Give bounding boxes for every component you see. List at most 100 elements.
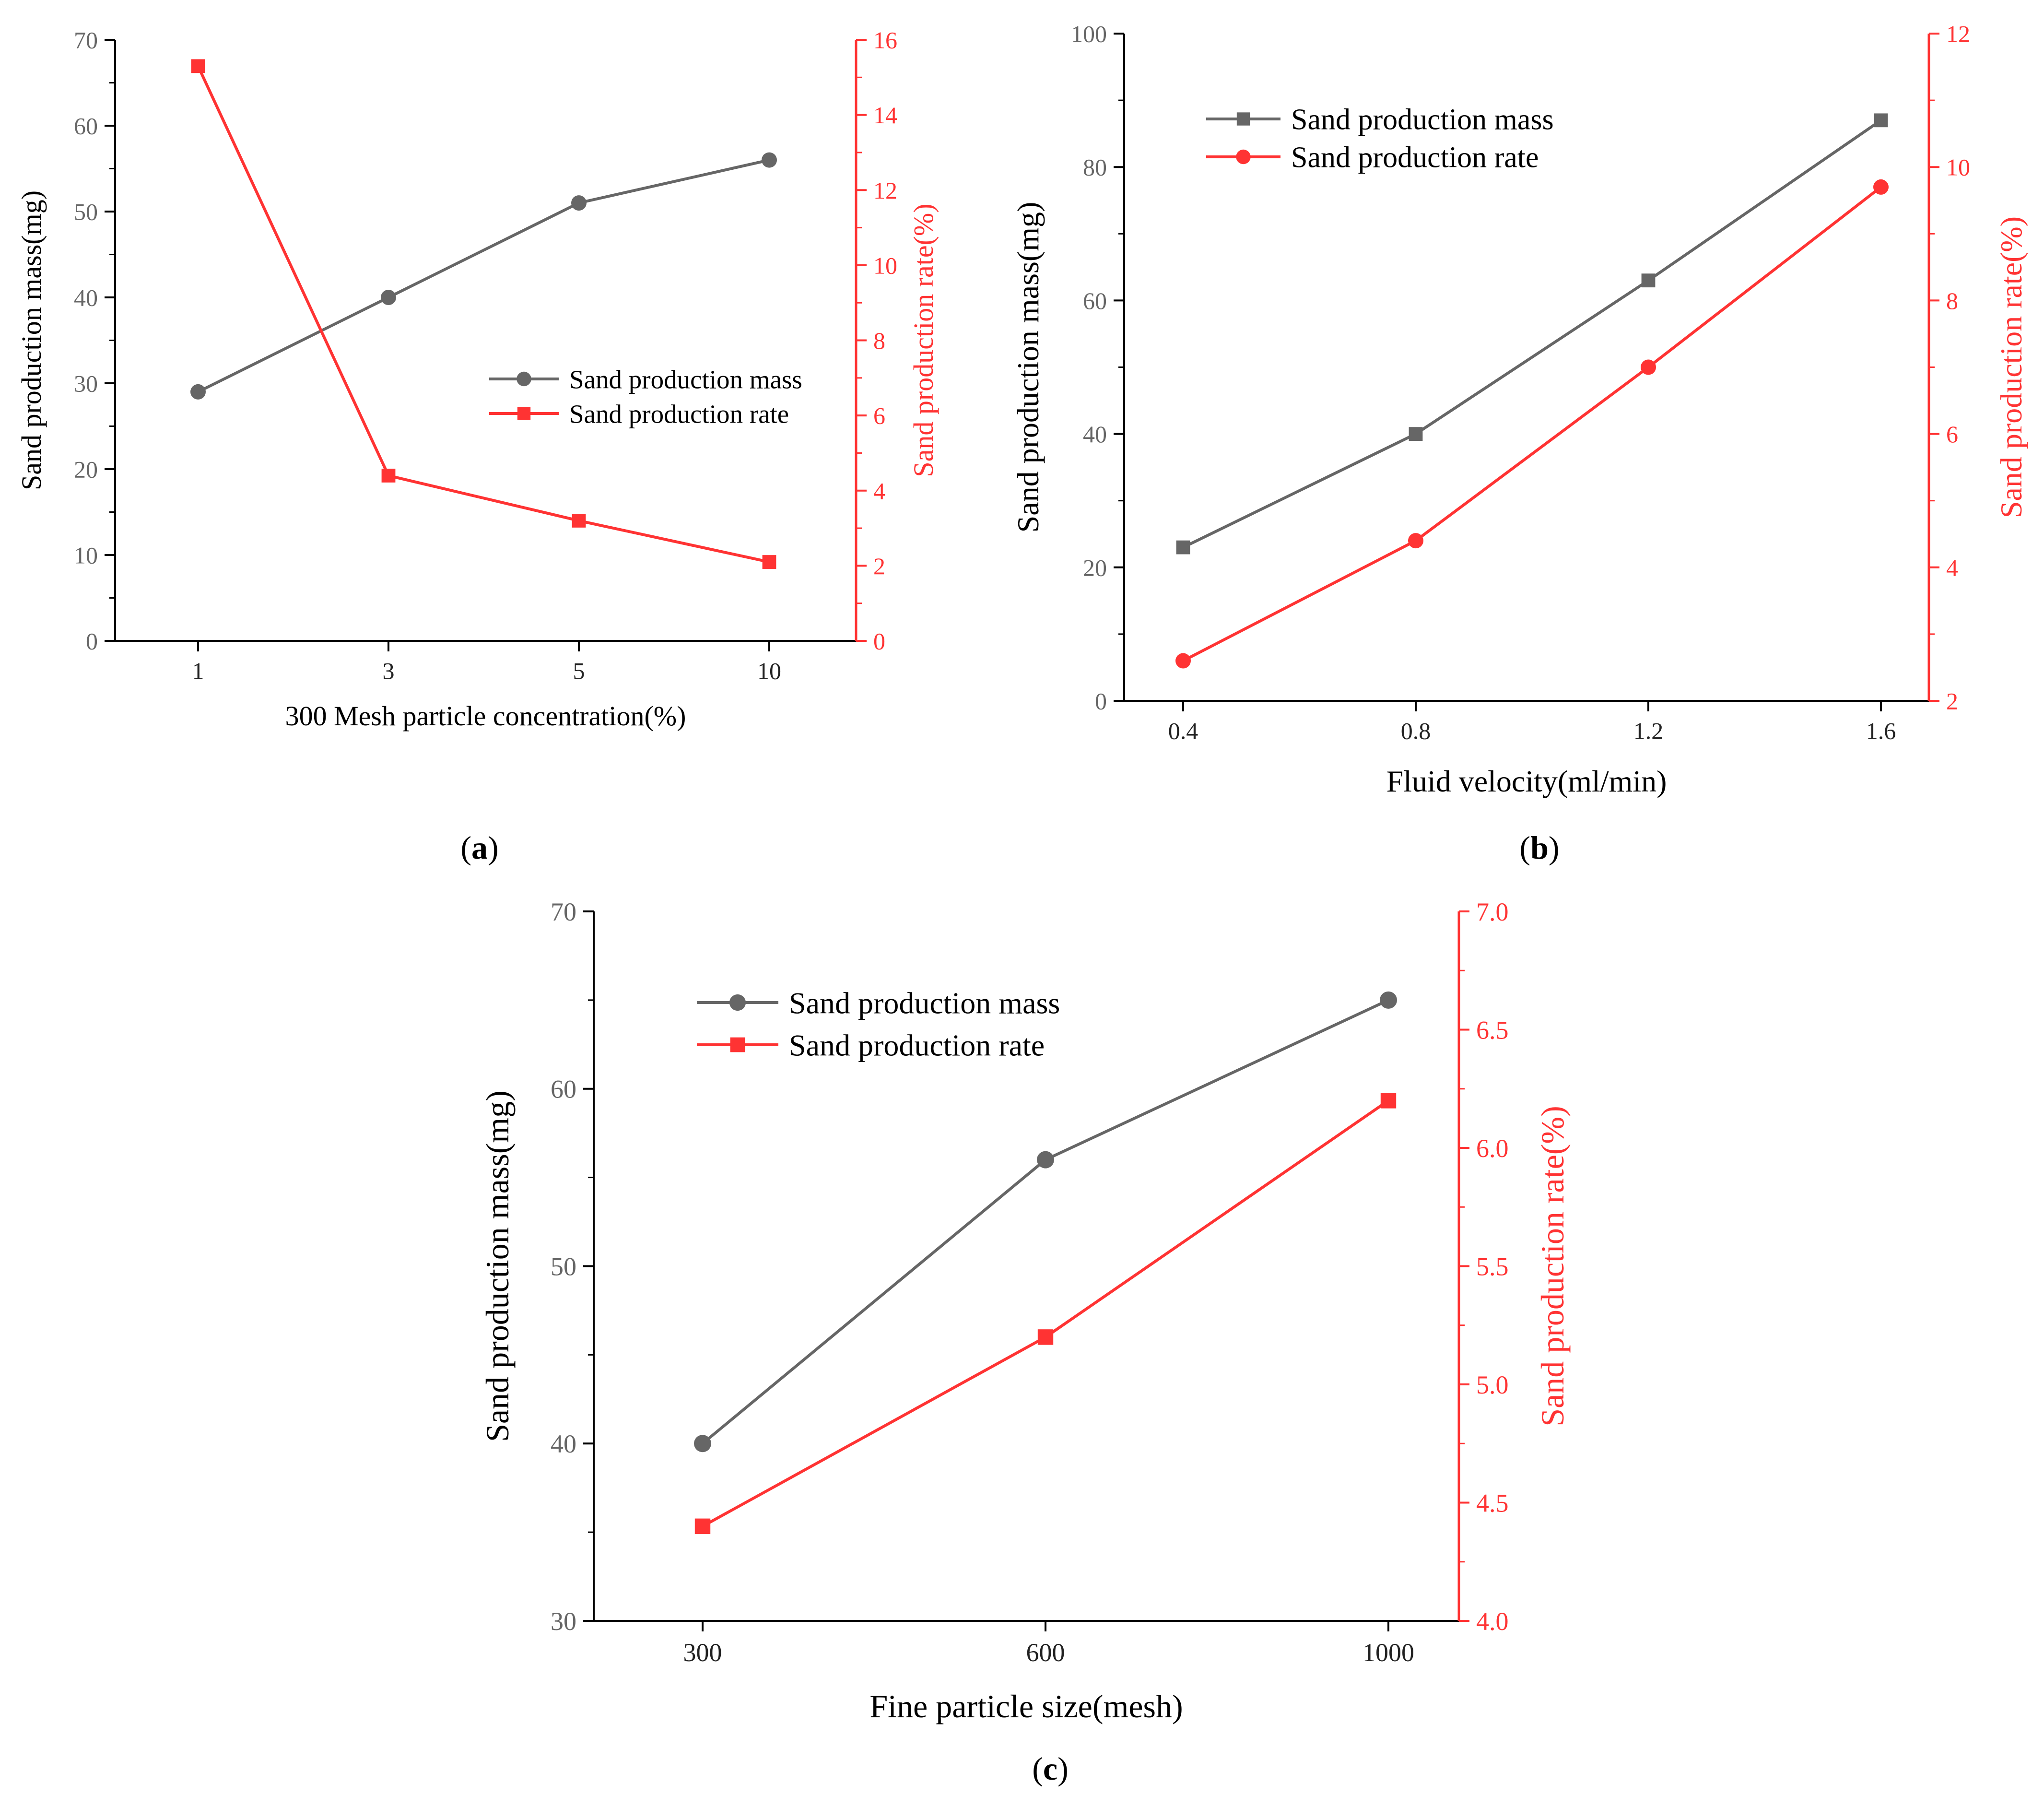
legend-label: Sand production mass	[569, 365, 802, 394]
y-right-tick-label: 7.0	[1476, 898, 1509, 926]
chart-panel-c: 30 40 50 60 70 4.0 4.5 5.0 5.5 6.0 6.5 7.0 300 600 100…	[479, 898, 1571, 1787]
legend: Sand production mass Sand production rate	[1206, 104, 1554, 174]
y-right-tick-label: 12	[1946, 21, 1970, 47]
series-rate	[694, 1093, 1397, 1534]
y-left-tick-label: 50	[74, 199, 98, 225]
y-right-tick-label: 10	[1946, 154, 1970, 181]
legend-marker	[1236, 149, 1251, 165]
y-right-tick-label: 2	[873, 553, 885, 579]
legend-marker	[517, 371, 531, 387]
y-left-tick-label: 30	[74, 370, 98, 397]
y-left-tick-label: 40	[1083, 421, 1107, 448]
y-right-axis-title: Sand production rate(%)	[1534, 1106, 1571, 1426]
y-left-tick-label: 10	[74, 542, 98, 569]
y-left-tick-label: 80	[1083, 154, 1107, 181]
panel-label: (b)	[1519, 829, 1559, 866]
y-right-tick-label: 10	[873, 252, 897, 279]
y-left-tick-label: 40	[74, 284, 98, 311]
y-left-tick-label: 40	[551, 1429, 576, 1458]
data-point	[191, 59, 205, 73]
y-left-tick-label: 60	[1083, 287, 1107, 314]
series-line	[197, 158, 770, 393]
data-point	[572, 514, 586, 528]
data-point	[381, 290, 396, 305]
y-right-tick-label: 5.0	[1476, 1370, 1509, 1399]
data-point	[1409, 427, 1423, 441]
y-left-tick-label: 0	[1095, 688, 1107, 715]
x-axis-title: Fluid velocity(ml/min)	[1386, 764, 1667, 798]
x-tick-label: 300	[683, 1638, 722, 1667]
data-point	[1037, 1151, 1054, 1169]
panel-label-close: )	[488, 829, 499, 866]
legend-label: Sand production rate	[789, 1028, 1045, 1062]
x-tick-label: 0.8	[1401, 718, 1431, 744]
data-point	[1408, 533, 1423, 549]
y-left-axis-title: Sand production mass(mg)	[1011, 202, 1045, 533]
panel-label-letter: b	[1530, 829, 1549, 866]
data-point	[571, 195, 587, 211]
legend: Sand production mass Sand production rate	[489, 365, 802, 428]
x-tick-label: 1.2	[1633, 718, 1664, 744]
y-right-tick-label: 16	[873, 27, 897, 54]
panel-label-open: (	[460, 829, 471, 866]
y-right-tick-label: 2	[1946, 688, 1958, 715]
y-left-axis-title: Sand production mass(mg)	[16, 190, 47, 490]
series-line	[702, 999, 1389, 1445]
data-point	[190, 384, 206, 400]
y-left-axis-title: Sand production mass(mg)	[479, 1090, 516, 1442]
panel-label-open: (	[1519, 829, 1530, 866]
y-left-tick-label: 70	[551, 898, 576, 926]
legend: Sand production mass Sand production rate	[697, 986, 1060, 1062]
y-right-axis-title: Sand production rate(%)	[1994, 216, 2028, 518]
x-tick-label: 1000	[1363, 1638, 1414, 1667]
y-right-tick-label: 12	[873, 177, 897, 204]
series-mass	[694, 991, 1397, 1453]
panel-label-letter: a	[471, 829, 488, 866]
x-tick-label: 3	[383, 658, 395, 685]
y-right-tick-label: 6	[873, 402, 885, 429]
panel-label-open: (	[1032, 1750, 1043, 1787]
series-line	[1182, 186, 1882, 662]
legend-marker	[729, 994, 746, 1011]
series-mass	[1176, 113, 1888, 555]
data-point	[694, 1435, 711, 1453]
legend-marker	[1236, 112, 1250, 126]
y-right-tick-label: 6.5	[1476, 1016, 1509, 1044]
y-right-tick-label: 4	[1946, 554, 1958, 581]
series-mass	[190, 152, 777, 400]
y-right-tick-label: 0	[873, 628, 885, 655]
y-right-tick-label: 4.0	[1476, 1607, 1509, 1636]
y-right-tick-label: 6.0	[1476, 1134, 1509, 1163]
data-point	[1874, 113, 1888, 128]
data-point	[381, 469, 396, 483]
x-tick-label: 1.6	[1866, 718, 1896, 744]
y-right-tick-label: 4.5	[1476, 1488, 1509, 1517]
data-point	[1380, 1093, 1397, 1109]
chart-panel-b: 0 20 40 60 80 100 2 4 6 8 10 12 0.4 0.8 1.2 1.6 Fluid ve…	[1011, 21, 2028, 866]
y-left-tick-label: 100	[1071, 21, 1107, 47]
panel-label: (c)	[1032, 1750, 1069, 1787]
y-left-tick-label: 20	[74, 456, 98, 483]
panel-label: (a)	[460, 829, 498, 866]
y-right-axis-title: Sand production rate(%)	[908, 203, 939, 477]
panel-label-close: )	[1549, 829, 1560, 866]
y-left-tick-label: 30	[551, 1607, 576, 1636]
y-right-tick-label: 6	[1946, 421, 1958, 448]
data-point	[1641, 273, 1656, 288]
data-point	[1873, 179, 1889, 195]
x-axis-title: 300 Mesh particle concentration(%)	[285, 700, 686, 732]
data-point	[1380, 991, 1397, 1009]
series-rate	[191, 59, 776, 569]
y-right-tick-label: 14	[873, 102, 897, 129]
data-point	[694, 1518, 711, 1534]
y-left-tick-label: 20	[1083, 554, 1107, 581]
panel-label-letter: c	[1043, 1750, 1057, 1787]
y-left-tick-label: 60	[551, 1075, 576, 1104]
y-left-tick-label: 50	[551, 1252, 576, 1281]
series-rate	[1175, 179, 1889, 669]
x-tick-label: 10	[757, 658, 781, 685]
legend-marker	[517, 407, 531, 420]
y-left-tick-label: 70	[74, 27, 98, 54]
series-line	[197, 65, 770, 564]
